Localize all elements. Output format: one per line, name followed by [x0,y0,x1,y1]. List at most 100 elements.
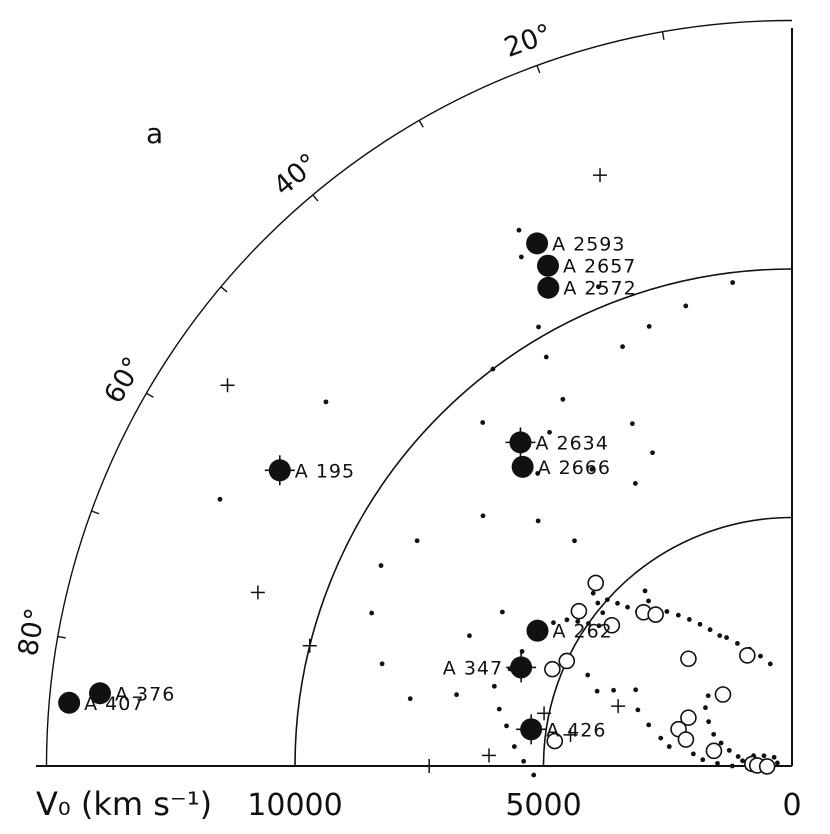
angle-tick-label: 80° [13,606,52,659]
galaxy-dot [323,399,329,405]
cluster-label: A 2593 [552,233,625,255]
cross-point [593,168,608,183]
galaxy-dot [711,731,717,737]
galaxy-dot [521,758,527,764]
galaxy-dot [595,600,601,606]
galaxy-dot [730,280,736,285]
galaxy-dot [635,707,641,713]
galaxy-dot [535,518,541,524]
galaxy-dot [600,610,606,616]
galaxy-dot [407,696,413,702]
galaxy-dot [499,609,505,615]
galaxy-dot [703,705,708,711]
angle-tick [91,510,100,515]
open-circle-point [647,606,664,623]
galaxy-dot [586,621,591,626]
galaxy-dot [535,471,541,476]
cluster-point [506,652,537,683]
galaxy-dot [560,396,566,402]
galaxy-dot [575,619,581,624]
galaxy-dot [572,538,577,544]
galaxy-dot [690,751,696,757]
cluster-point [516,714,547,745]
cluster-point [511,455,534,478]
angle-tick [312,194,319,202]
galaxy-dot [511,744,517,749]
galaxy-dot [761,753,767,759]
galaxy-dot [551,620,556,626]
galaxy-dot [379,661,385,667]
galaxy-dot [740,758,745,764]
open-circle-point [680,650,697,668]
open-circle-point [677,731,695,748]
angle-tick [661,31,665,40]
angle-tick [57,635,66,639]
cluster-point [264,455,295,486]
angle-tick [146,392,154,398]
galaxy-dot [758,653,763,659]
galaxy-dot [735,641,740,646]
cross-point [250,585,265,600]
velocity-tick-label: 0 [782,788,801,823]
galaxy-dot [467,633,472,639]
angle-tick-label: 40° [268,148,325,203]
galaxy-dot [707,627,713,633]
cross-point [563,727,578,742]
cluster-label: A 2666 [538,457,611,479]
galaxy-dot [414,538,420,544]
cluster-label: A 347 [443,657,503,679]
cross-point [611,699,626,714]
galaxy-dot [378,563,384,568]
velocity-circle [45,19,793,767]
galaxy-dot [629,421,635,427]
galaxy-dot [666,744,672,749]
galaxy-dot [724,635,729,640]
cross-point [302,638,317,653]
open-circle-point [587,574,605,592]
cross-point [537,706,552,721]
open-circle-point [546,732,564,750]
galaxy-dot [642,588,648,594]
open-circle-point [603,616,621,634]
galaxy-dot [217,496,223,502]
galaxy-dot [564,617,570,623]
cluster-label: A 2657 [563,256,636,278]
galaxy-dot [706,719,712,725]
angle-tick [418,120,424,128]
galaxy-dot [590,590,596,596]
galaxy-dot [490,366,496,372]
cluster-label: A 407 [84,693,144,715]
galaxy-dot [726,747,732,753]
galaxy-dot [683,303,689,309]
galaxy-dot [369,610,375,616]
galaxy-dot [625,604,630,610]
open-circle-point [705,742,723,760]
galaxy-dot [650,450,655,456]
open-circle-point [758,758,776,775]
cluster-point [536,254,559,277]
galaxy-dot [735,754,741,759]
angle-tick [220,286,228,293]
cluster-label: A 376 [115,683,175,705]
cluster-point [526,232,549,255]
galaxy-dot [718,740,724,746]
galaxy-dot [595,284,601,290]
open-circle-point [558,652,576,670]
galaxy-dot [454,692,459,698]
galaxy-dot [675,612,681,618]
galaxy-dot [717,633,723,638]
open-circle-point [739,647,756,664]
panel-label: a [146,117,163,150]
cluster-label: A 2572 [563,278,636,300]
galaxy-dot [705,693,711,699]
cluster-label: A 2634 [535,432,608,454]
galaxy-dot [491,683,497,689]
open-circle-point [544,660,561,678]
galaxy-dot [658,735,664,741]
galaxy-dot [504,723,509,729]
galaxy-dot [516,227,522,233]
galaxy-dot [633,687,639,693]
galaxy-dot [646,598,651,604]
